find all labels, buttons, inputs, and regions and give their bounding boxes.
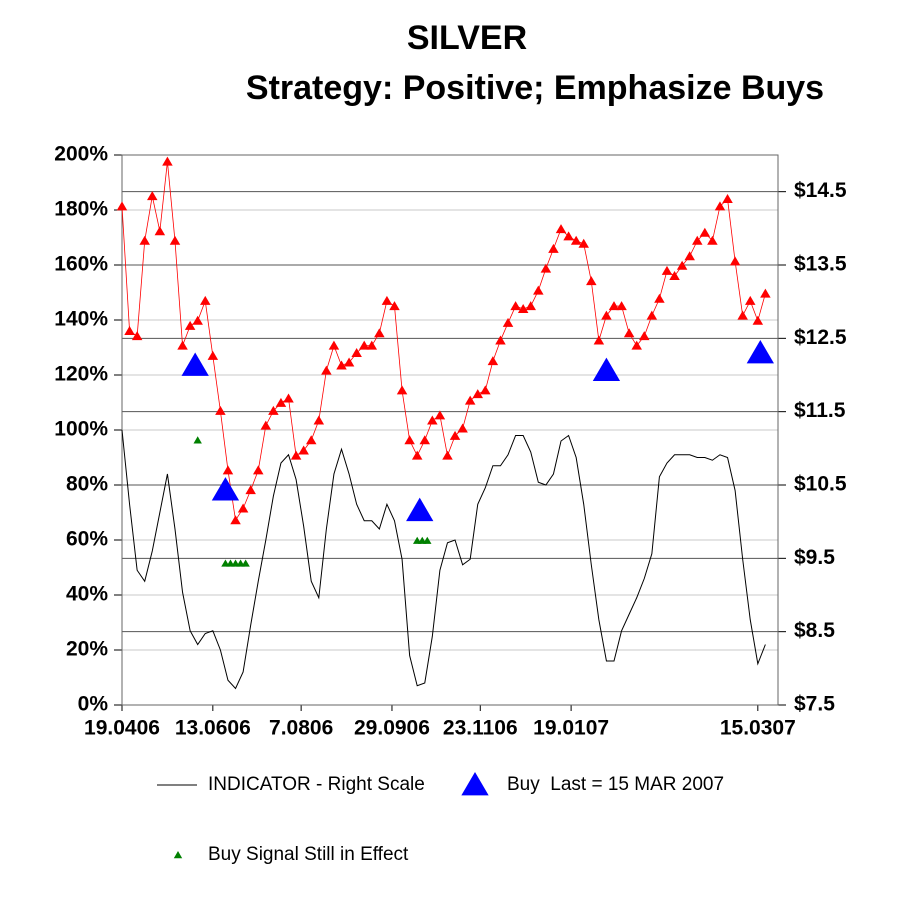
legend-label: INDICATOR - Right Scale <box>208 774 425 795</box>
y2-tick-label: $10.5 <box>794 473 847 496</box>
chart-subtitle: Strategy: Positive; Emphasize Buys <box>246 69 824 107</box>
y-tick-label: 140% <box>54 308 108 331</box>
y-tick-label: 180% <box>54 198 108 221</box>
indicator-line <box>121 429 766 690</box>
y2-tick-label: $9.5 <box>794 546 835 569</box>
triangle-marker <box>616 301 627 311</box>
x-tick-label: 23.1106 <box>443 717 518 740</box>
triangle-marker <box>184 320 196 330</box>
y2-tick-label: $7.5 <box>794 693 835 716</box>
triangle-marker <box>162 156 173 166</box>
y2-tick-label: $11.5 <box>794 399 846 422</box>
x-tick-label: 19.0107 <box>533 717 609 740</box>
legend-label: Buy Last = 15 MAR 2007 <box>507 774 724 795</box>
triangle-marker <box>423 536 432 544</box>
triangle-marker <box>578 238 589 248</box>
triangle-marker <box>200 295 211 305</box>
price-line <box>121 161 766 522</box>
y2-tick-label: $12.5 <box>794 326 847 349</box>
triangle-marker <box>147 191 158 201</box>
y2-tick-label: $13.5 <box>794 253 847 276</box>
triangle-marker <box>592 357 621 381</box>
triangle-marker <box>211 477 240 501</box>
y-tick-label: 80% <box>66 473 108 496</box>
triangle-marker <box>193 436 202 444</box>
triangle-marker <box>608 301 620 311</box>
triangle-marker <box>510 301 521 311</box>
legend: INDICATOR - Right Scale Buy Last = 15 MAR… <box>157 772 724 865</box>
triangle-marker <box>358 340 370 350</box>
legend-swatch <box>173 851 183 859</box>
x-tick-label: 13.0606 <box>175 717 251 740</box>
triangle-marker <box>389 301 400 311</box>
triangle-marker <box>181 352 209 376</box>
y-tick-label: 40% <box>66 583 108 606</box>
y-tick-label: 60% <box>66 528 108 551</box>
y-tick-label: 100% <box>54 418 108 441</box>
y-tick-label: 160% <box>54 253 108 276</box>
x-tick-label: 29.0906 <box>354 717 430 740</box>
triangle-marker <box>517 304 529 313</box>
chart-title: SILVER <box>407 19 527 57</box>
triangle-marker <box>472 389 484 399</box>
legend-label: Buy Signal Still in Effect <box>208 844 409 865</box>
triangle-marker <box>570 235 582 245</box>
grid <box>114 154 786 711</box>
plot <box>116 156 774 690</box>
y2-tick-label: $14.5 <box>794 179 847 202</box>
triangle-marker <box>406 497 434 522</box>
triangle-marker <box>116 201 128 211</box>
legend-swatch <box>461 772 489 796</box>
x-tick-label: 15.0307 <box>720 717 796 740</box>
triangle-marker <box>760 288 771 298</box>
y-tick-label: 200% <box>54 143 108 166</box>
y-tick-label: 0% <box>78 693 109 716</box>
x-tick-label: 7.0806 <box>269 717 333 740</box>
triangle-marker <box>427 415 438 425</box>
triangle-marker <box>746 340 774 364</box>
y-tick-label: 120% <box>54 363 108 386</box>
y-tick-label: 20% <box>66 638 108 661</box>
triangle-marker <box>275 397 287 407</box>
y2-tick-label: $8.5 <box>794 619 835 642</box>
x-tick-label: 19.0406 <box>84 717 160 740</box>
triangle-marker <box>241 559 250 567</box>
